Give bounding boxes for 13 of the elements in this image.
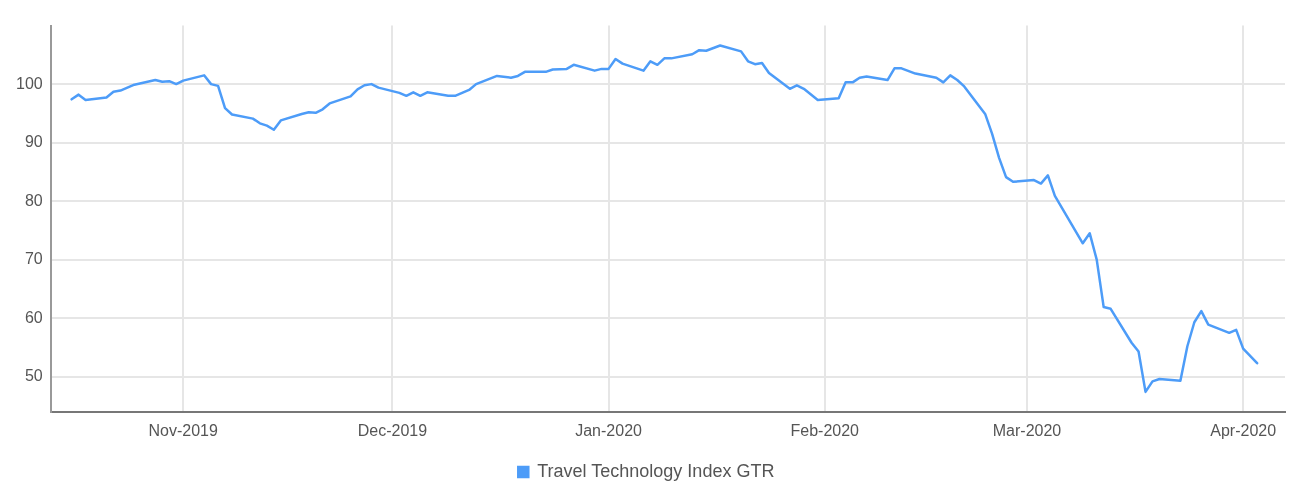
x-tick-label: Apr-2020 [1210,421,1277,439]
y-tick-label: 70 [24,250,43,268]
x-tick-label: Nov-2019 [148,421,218,439]
x-tick-label: Jan-2020 [575,421,643,439]
x-tick-label: Feb-2020 [790,421,860,439]
legend-label: Travel Technology Index GTR [537,460,775,481]
y-tick-label: 50 [24,367,43,385]
x-tick-label: Mar-2020 [992,421,1062,439]
x-tick-label: Dec-2019 [357,421,428,439]
y-tick-label: 90 [24,133,43,151]
y-tick-label: 60 [24,308,43,326]
y-tick-label: 80 [24,191,43,209]
y-tick-label: 100 [15,74,43,92]
